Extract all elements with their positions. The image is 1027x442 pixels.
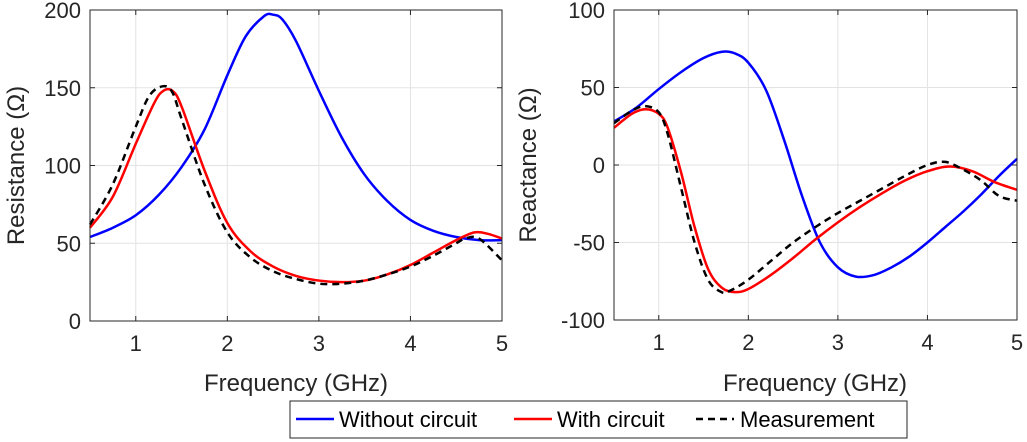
reactance-y-tick-label: -100 [561,308,605,333]
reactance-y-axis-label: Reactance (Ω) [515,87,542,242]
reactance-series-measurement [613,104,1018,295]
resistance-series-with-circuit [88,87,503,284]
resistance-y-tick-label: 50 [57,231,81,256]
resistance-y-tick-label: 100 [44,154,81,179]
reactance-series [613,50,1018,295]
legend-box [289,400,908,439]
reactance-x-tick-label: 4 [921,330,933,355]
legend-label-without-circuit: Without circuit [339,407,477,432]
resistance-y-tick-label: 0 [69,309,81,334]
reactance-x-tick-label: 2 [742,330,754,355]
resistance-x-axis-label: Frequency (GHz) [204,370,388,397]
legend: Without circuit With circuit Measurement [289,400,908,439]
reactance-y-tick-label: -50 [573,231,605,256]
resistance-x-tick-label: 5 [496,331,508,356]
reactance-y-tick-label: 0 [593,153,605,178]
resistance-x-tick-label: 2 [221,331,233,356]
resistance-series [88,12,503,286]
resistance-y-axis-label: Resistance (Ω) [3,86,30,245]
legend-label-with-circuit: With circuit [557,407,665,432]
resistance-y-tick-label: 200 [44,0,81,23]
resistance-series-without-circuit [89,12,503,242]
legend-label-measurement: Measurement [740,407,875,432]
resistance-y-tick-label: 150 [44,76,81,101]
reactance-x-tick-label: 1 [653,330,665,355]
reactance-y-tick-label: 100 [568,0,605,23]
reactance-x-axis-label: Frequency (GHz) [723,370,907,397]
reactance-x-tick-label: 3 [832,330,844,355]
reactance-series-without-circuit [613,50,1018,279]
reactance-x-tick-label: 5 [1011,330,1023,355]
reactance-chart: 1 2 3 4 5 -100 -50 0 50 100 Frequency (GHz) React… [515,0,1023,397]
resistance-x-tick-label: 3 [313,331,325,356]
resistance-x-tick-label: 1 [130,331,142,356]
reactance-ticks: 1 2 3 4 5 -100 -50 0 50 100 [561,0,1023,355]
reactance-y-tick-label: 50 [581,76,605,101]
resistance-x-tick-label: 4 [404,331,416,356]
